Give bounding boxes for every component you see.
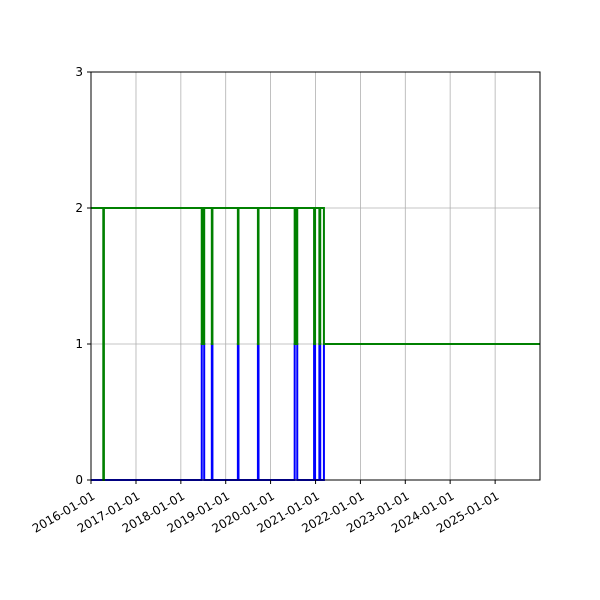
series-line-2 [91, 207, 540, 481]
y-tick-label: 0 [75, 473, 83, 487]
y-tick-label: 2 [75, 201, 83, 215]
y-axis: 0 1 2 3 [75, 65, 91, 487]
y-tick-label: 1 [75, 337, 83, 351]
y-tick-label: 3 [75, 65, 83, 79]
